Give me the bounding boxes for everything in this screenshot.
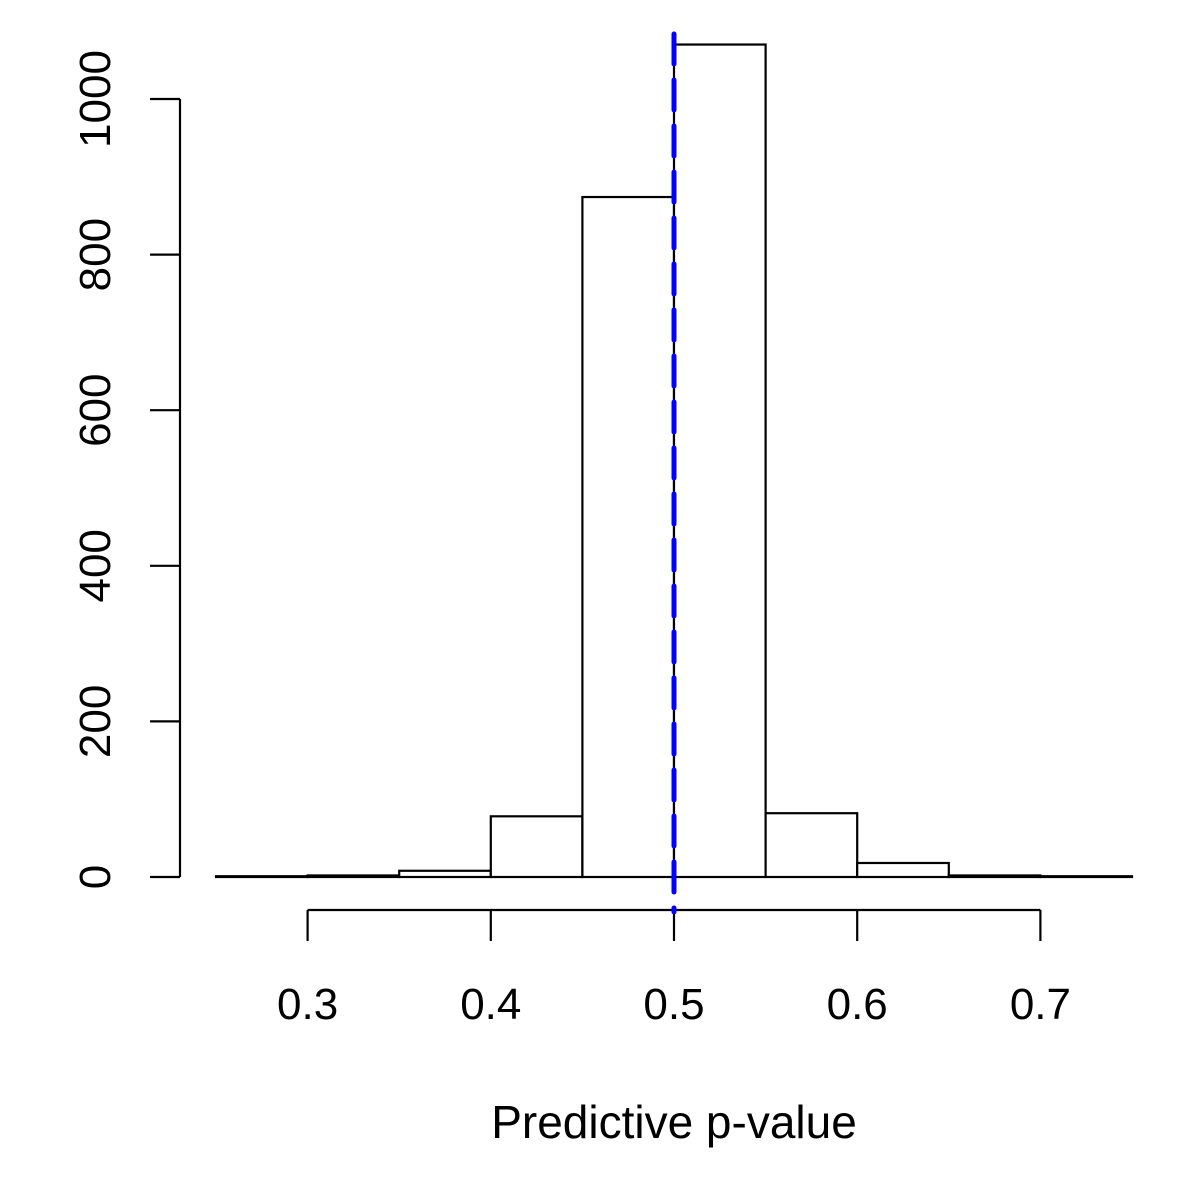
histogram-bar	[947, 874, 1042, 879]
x-tick-label: 0.5	[643, 980, 704, 1029]
histogram-bar	[764, 812, 859, 879]
histogram-bar	[581, 195, 676, 879]
y-axis: 0 200 400 600 800 1000	[71, 50, 182, 889]
x-axis-title: Predictive p-value	[491, 1096, 857, 1148]
y-tick-label: 800	[71, 218, 120, 291]
histogram-bar	[398, 869, 492, 879]
histogram-bar	[856, 861, 950, 879]
histogram-bar	[214, 875, 309, 879]
y-tick-label: 1000	[71, 50, 120, 148]
histogram-bar	[1039, 875, 1134, 879]
x-tick-label: 0.4	[460, 980, 521, 1029]
x-axis: 0.3 0.4 0.5 0.6 0.7	[277, 908, 1071, 1029]
x-tick-label: 0.3	[277, 980, 338, 1029]
y-tick-label: 400	[71, 529, 120, 602]
histogram-bar	[672, 43, 767, 879]
histogram-bar	[306, 874, 401, 879]
y-tick-label: 600	[71, 373, 120, 446]
x-tick-label: 0.6	[827, 980, 888, 1029]
histogram-bar	[489, 815, 584, 879]
x-tick-label: 0.7	[1010, 980, 1071, 1029]
y-tick-label: 200	[71, 685, 120, 758]
bars-layer	[214, 43, 1134, 879]
y-tick-label: 0	[71, 865, 120, 889]
